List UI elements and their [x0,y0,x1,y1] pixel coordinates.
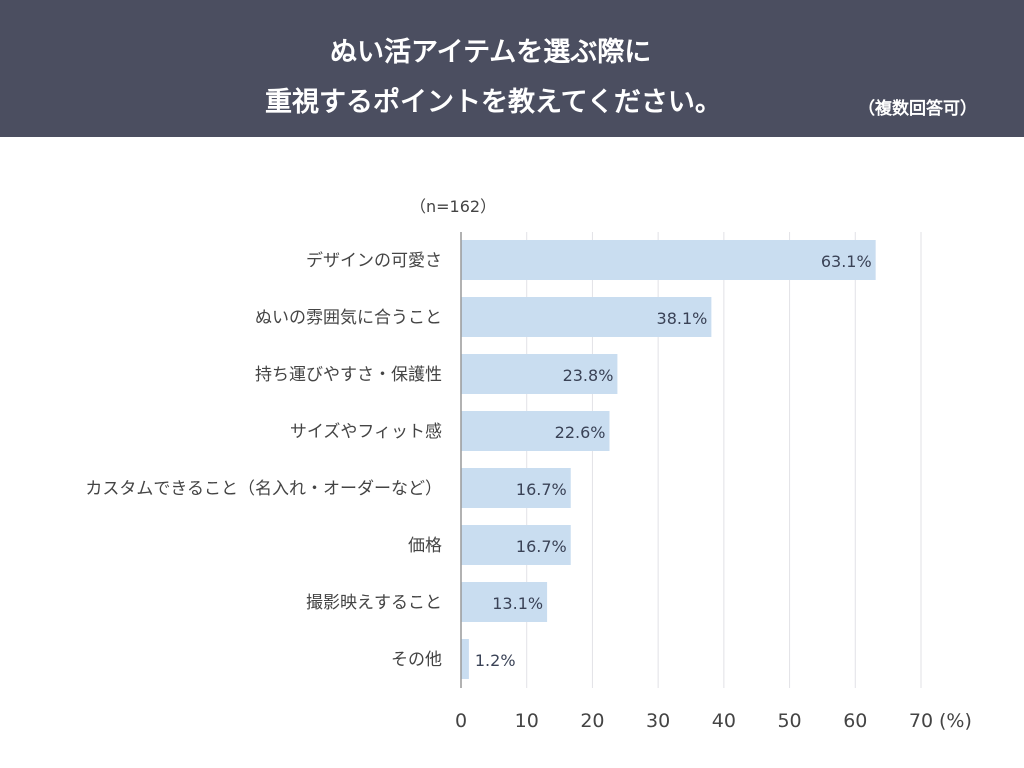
data-label: 38.1% [657,309,708,328]
data-label: 1.2% [475,651,516,670]
x-tick-label: 30 [646,710,670,732]
data-label: 13.1% [492,594,543,613]
bar [461,411,610,451]
sample-size: （n=162） [410,197,497,216]
category-label: カスタムできること（名入れ・オーダーなど） [85,479,442,499]
x-tick-label: 40 [712,710,736,732]
category-label: 撮影映えすること [306,593,442,613]
category-label: サイズやフィット感 [290,422,442,442]
x-tick-label: 70 [909,710,933,732]
bar [461,582,548,622]
data-label: 22.6% [555,423,606,442]
x-tick-label: 10 [515,710,539,732]
category-label: ぬいの雰囲気に合うこと [255,308,442,328]
bar [461,240,876,280]
category-label: 価格 [408,536,442,556]
bar [461,354,618,394]
data-label: 23.8% [563,366,614,385]
multiple-answer-note: （複数回答可） [858,99,977,119]
header-banner: ぬい活アイテムを選ぶ際に 重視するポイントを教えてください。 （複数回答可） [0,0,1024,137]
data-label: 16.7% [516,480,567,499]
bar [461,468,571,508]
bar [461,639,469,679]
x-tick-label: 60 [843,710,867,732]
x-tick-label: 0 [455,710,467,732]
title-line-1: ぬい活アイテムを選ぶ際に [330,37,652,68]
bar [461,297,712,337]
category-label: その他 [391,650,442,670]
category-label: 持ち運びやすさ・保護性 [255,365,442,385]
category-label: デザインの可愛さ [306,250,442,271]
x-unit-label: (%) [939,710,972,732]
bar [461,525,571,565]
x-tick-label: 50 [777,710,801,732]
title-line-2: 重視するポイントを教えてください。 [265,87,722,118]
x-tick-label: 20 [580,710,604,732]
data-label: 16.7% [516,537,567,556]
data-label: 63.1% [821,252,872,271]
